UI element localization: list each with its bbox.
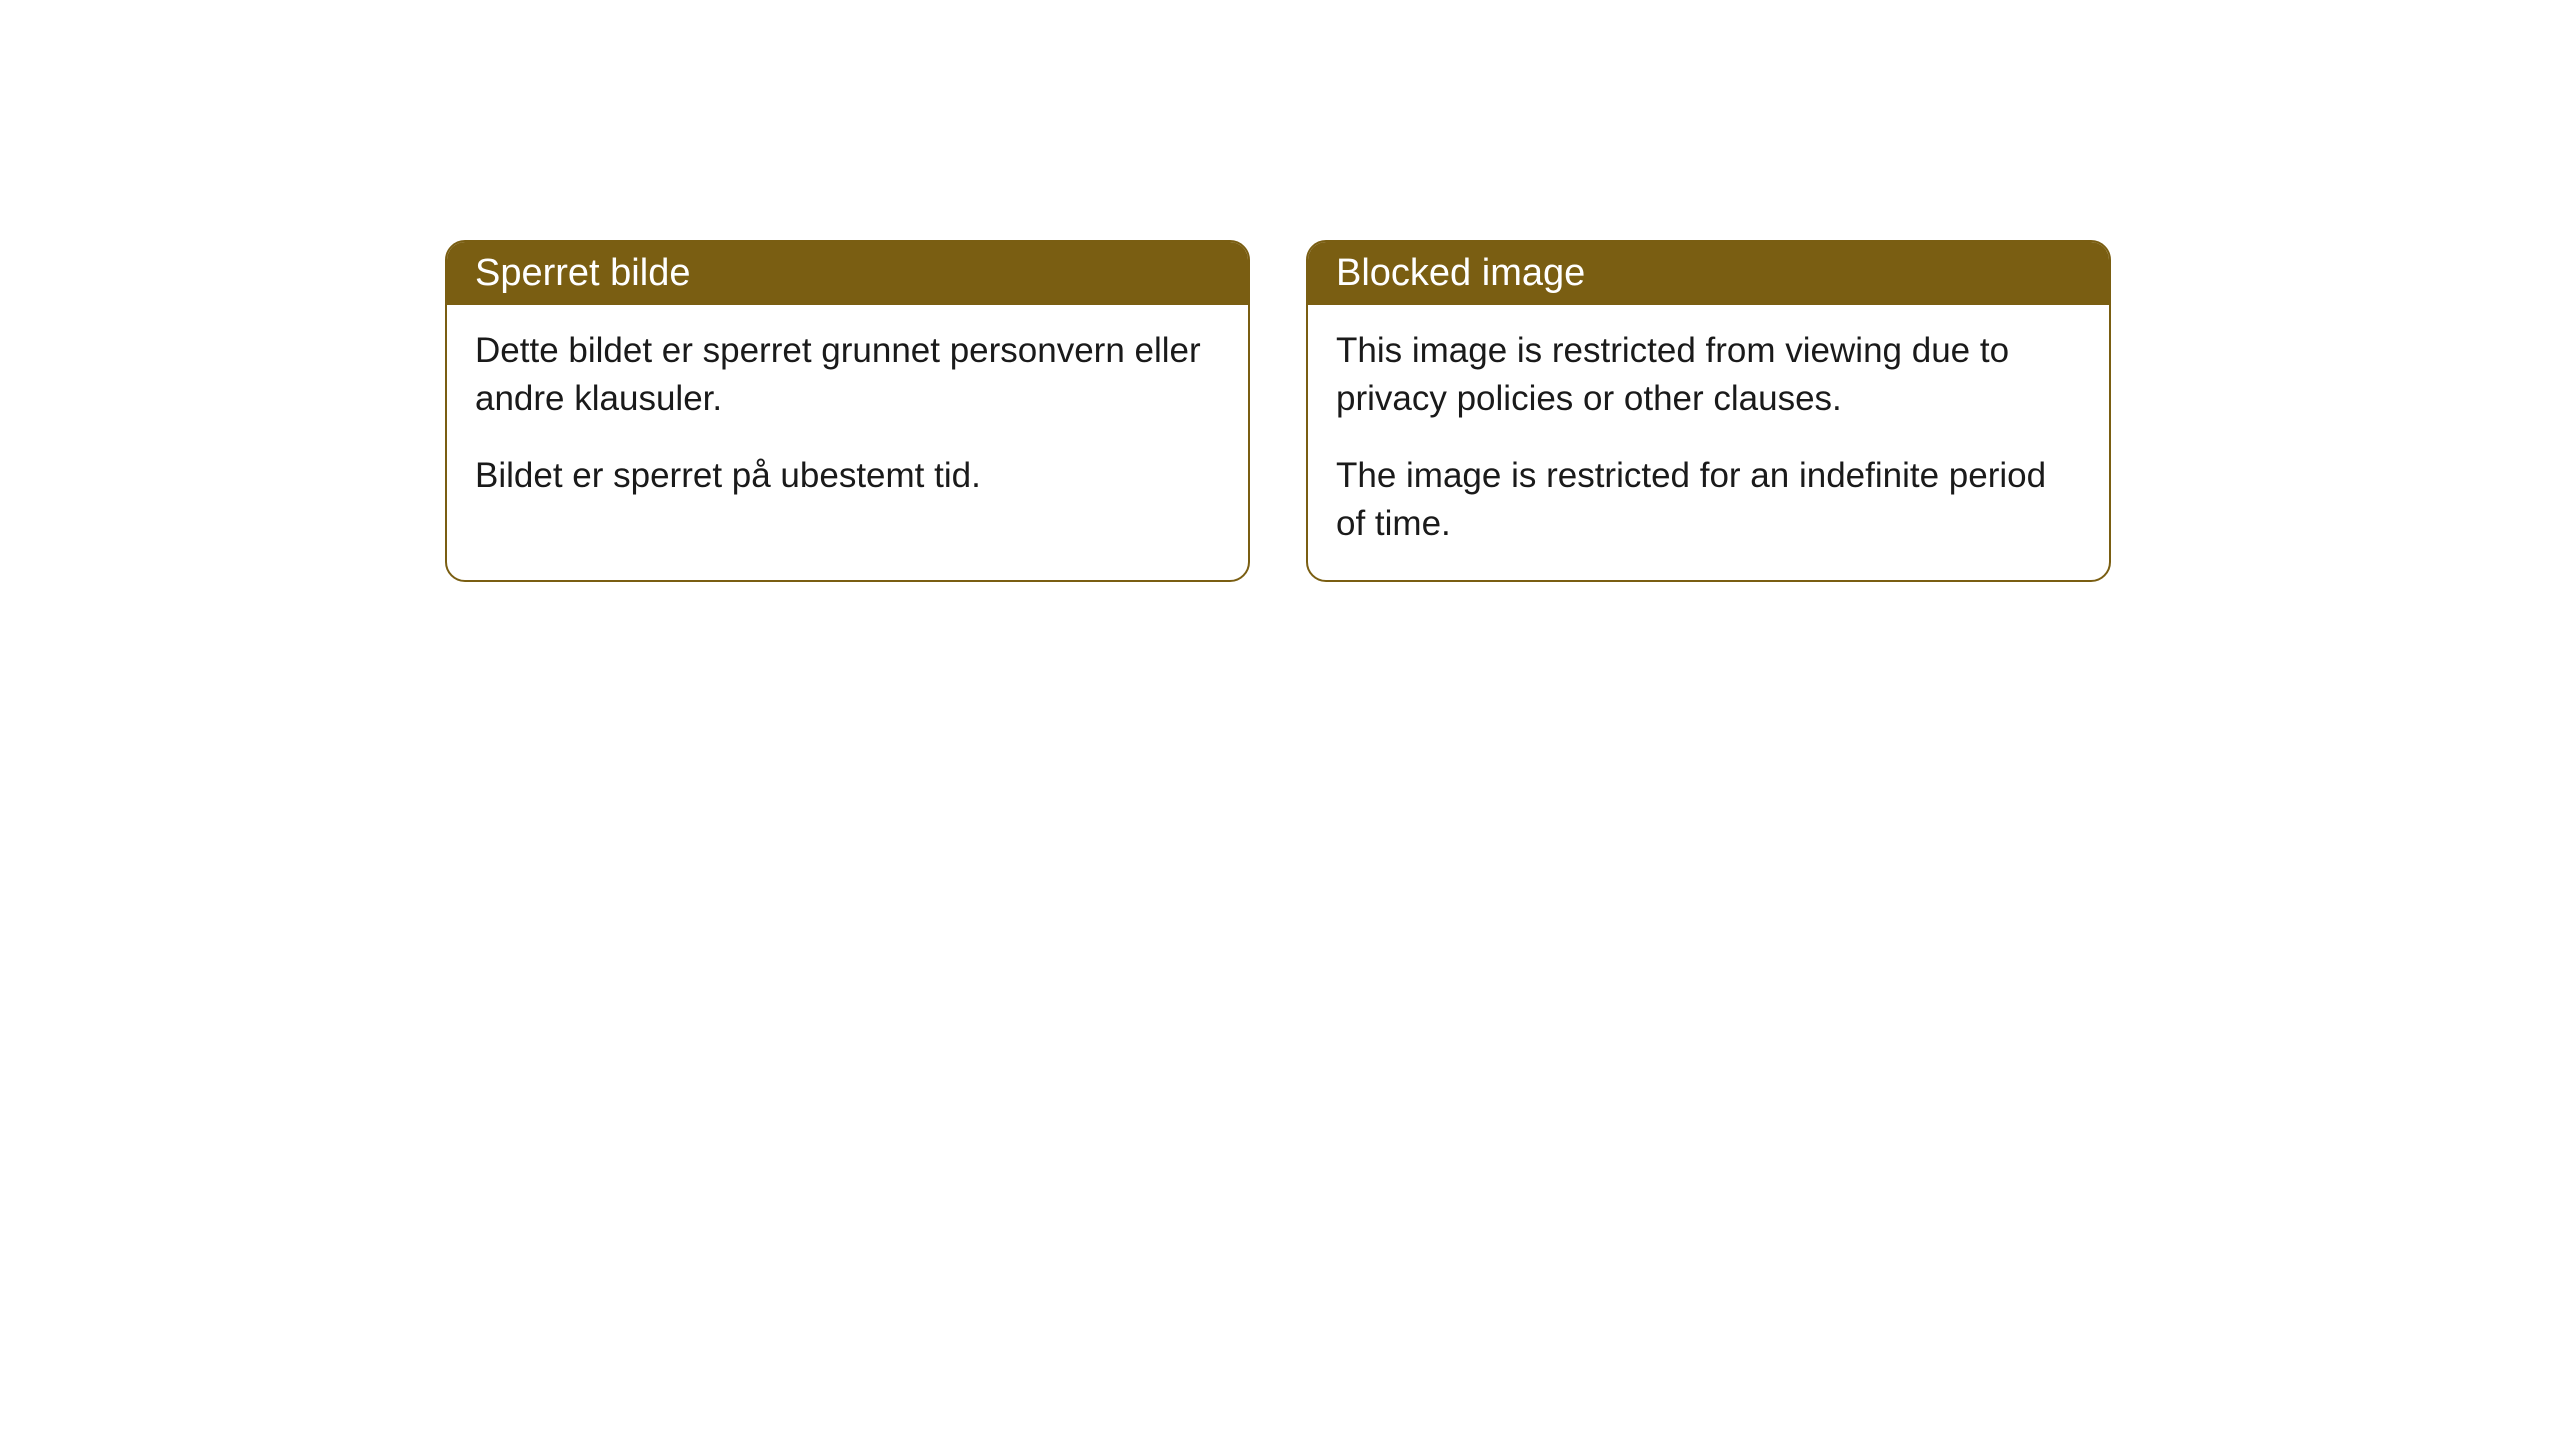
- card-paragraph2-english: The image is restricted for an indefinit…: [1336, 452, 2081, 549]
- card-body-norwegian: Dette bildet er sperret grunnet personve…: [447, 305, 1248, 532]
- card-body-english: This image is restricted from viewing du…: [1308, 305, 2109, 580]
- card-paragraph1-english: This image is restricted from viewing du…: [1336, 327, 2081, 424]
- card-title-english: Blocked image: [1336, 252, 1585, 294]
- card-paragraph1-norwegian: Dette bildet er sperret grunnet personve…: [475, 327, 1220, 424]
- card-title-norwegian: Sperret bilde: [475, 252, 690, 294]
- card-english: Blocked image This image is restricted f…: [1306, 240, 2111, 582]
- cards-container: Sperret bilde Dette bildet er sperret gr…: [445, 240, 2111, 582]
- card-norwegian: Sperret bilde Dette bildet er sperret gr…: [445, 240, 1250, 582]
- card-header-english: Blocked image: [1308, 242, 2109, 305]
- card-header-norwegian: Sperret bilde: [447, 242, 1248, 305]
- card-paragraph2-norwegian: Bildet er sperret på ubestemt tid.: [475, 452, 1220, 500]
